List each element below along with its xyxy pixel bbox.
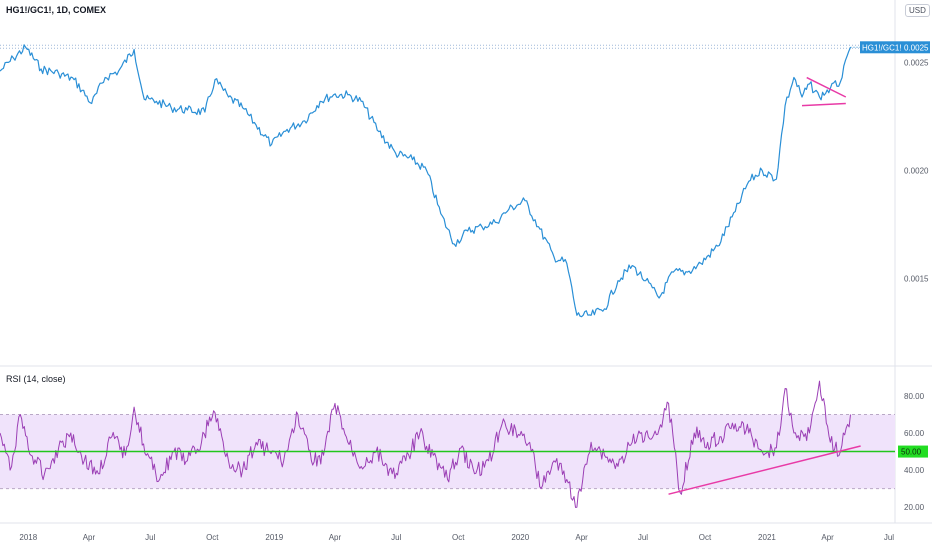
rsi-mid-value: 50.00 <box>901 448 922 457</box>
triangle-resistance-line <box>806 76 847 98</box>
price-pane: 0.0025 0.0020 0.0015 HG1!/GC1! 0.0025 <box>0 0 932 523</box>
rsi-tick-label: 40.00 <box>904 466 925 475</box>
rsi-indicator-title: RSI (14, close) <box>6 374 66 384</box>
time-tick-label: 2018 <box>19 533 37 542</box>
time-tick-label: Oct <box>699 533 712 542</box>
last-price-badge <box>860 41 930 54</box>
time-tick-label: Jul <box>638 533 648 542</box>
time-tick-label: 2020 <box>511 533 529 542</box>
price-tick-label: 0.0020 <box>904 166 929 175</box>
time-tick-label: 2019 <box>265 533 283 542</box>
time-tick-label: Jul <box>884 533 894 542</box>
triangle-support-line <box>801 102 846 107</box>
symbol-title: HG1!/GC1!, 1D, COMEX <box>6 5 107 15</box>
currency-button[interactable]: USD <box>905 4 930 17</box>
time-axis: 2018 Apr Jul Oct 2019 Apr Jul Oct 2020 Apr Jul Oct 2… <box>0 522 932 542</box>
rsi-mid-badge <box>898 445 928 458</box>
price-tick-label: 0.0015 <box>904 275 929 284</box>
time-tick-label: Apr <box>821 533 834 542</box>
rsi-tick-label: 20.00 <box>904 503 925 512</box>
time-tick-label: Oct <box>452 533 465 542</box>
rsi-series-line <box>0 380 851 508</box>
time-tick-label: 2021 <box>758 533 776 542</box>
time-tick-label: Jul <box>391 533 401 542</box>
rsi-tick-label: 80.00 <box>904 392 925 401</box>
last-price-symbol: HG1!/GC1! <box>862 43 902 52</box>
rsi-trend-line <box>668 445 861 495</box>
time-tick-label: Apr <box>575 533 588 542</box>
time-tick-label: Oct <box>206 533 219 542</box>
time-tick-label: Apr <box>329 533 342 542</box>
last-price-value: 0.0025 <box>904 43 929 52</box>
rsi-pane: 80.00 60.00 40.00 20.00 50.00 <box>0 380 928 512</box>
price-tick-label: 0.0025 <box>904 58 929 67</box>
price-series-line <box>0 44 852 318</box>
time-tick-label: Jul <box>145 533 155 542</box>
rsi-tick-label: 60.00 <box>904 429 925 438</box>
time-tick-label: Apr <box>83 533 96 542</box>
